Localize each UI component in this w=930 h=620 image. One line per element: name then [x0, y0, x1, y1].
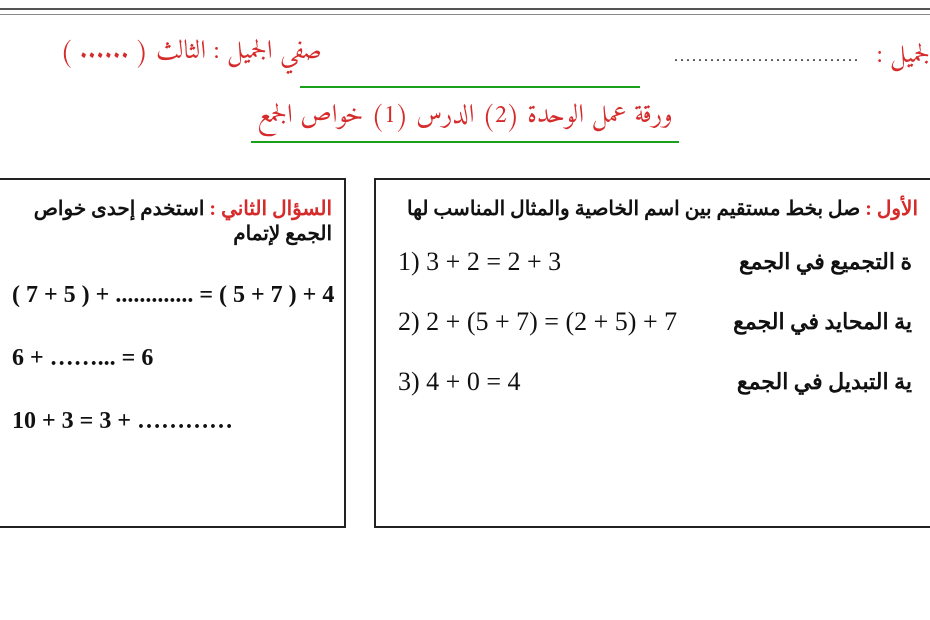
property-name: ية التبديل في الجمع	[737, 369, 912, 395]
equation: 1) 3 + 2 = 2 + 3	[398, 247, 561, 277]
class-label: صفي الجميل : الثالث ( ...... )	[60, 30, 322, 75]
question-1-panel: الأول : صل بخط مستقيم بين اسم الخاصية وا…	[374, 178, 930, 528]
q1-label: الأول :	[860, 198, 918, 220]
q2-row: 10 + 3 = 3 + …………	[12, 408, 332, 435]
q2-heading: السؤال الثاني : استخدم إحدى خواص الجمع ل…	[12, 196, 332, 246]
header-underline	[300, 86, 640, 88]
q1-row: ة التجميع في الجمع 1) 3 + 2 = 2 + 3	[388, 247, 918, 277]
q2-row: 6 + ……... = 6	[12, 345, 332, 372]
header: لجميل : ............................... …	[0, 28, 930, 84]
equation: 2) 2 + (5 + 7) = (2 + 5) + 7	[398, 307, 677, 337]
q1-row: ية التبديل في الجمع 3) 4 + 0 = 4	[388, 367, 918, 397]
q1-text: صل بخط مستقيم بين اسم الخاصية والمثال ال…	[407, 198, 860, 220]
equation: 3) 4 + 0 = 4	[398, 367, 520, 397]
title-row: ورقة عمل الوحدة (2) الدرس (1) خواص الجمع	[0, 94, 930, 143]
worksheet-title: ورقة عمل الوحدة (2) الدرس (1) خواص الجمع	[251, 94, 678, 143]
property-name: ة التجميع في الجمع	[739, 249, 912, 275]
rule-top-thick	[0, 8, 930, 10]
q1-row: ية المحايد في الجمع 2) 2 + (5 + 7) = (2 …	[388, 307, 918, 337]
rule-top-thin	[0, 14, 930, 15]
property-name: ية المحايد في الجمع	[733, 309, 912, 335]
q1-heading: الأول : صل بخط مستقيم بين اسم الخاصية وا…	[388, 196, 918, 221]
name-label: لجميل :	[877, 34, 930, 79]
question-2-panel: السؤال الثاني : استخدم إحدى خواص الجمع ل…	[0, 178, 346, 528]
q2-label: السؤال الثاني :	[209, 198, 332, 220]
q2-row: ( 7 + 5 ) + ............. = ( 5 + 7 ) + …	[12, 282, 332, 309]
name-dots: ...............................	[674, 48, 860, 66]
